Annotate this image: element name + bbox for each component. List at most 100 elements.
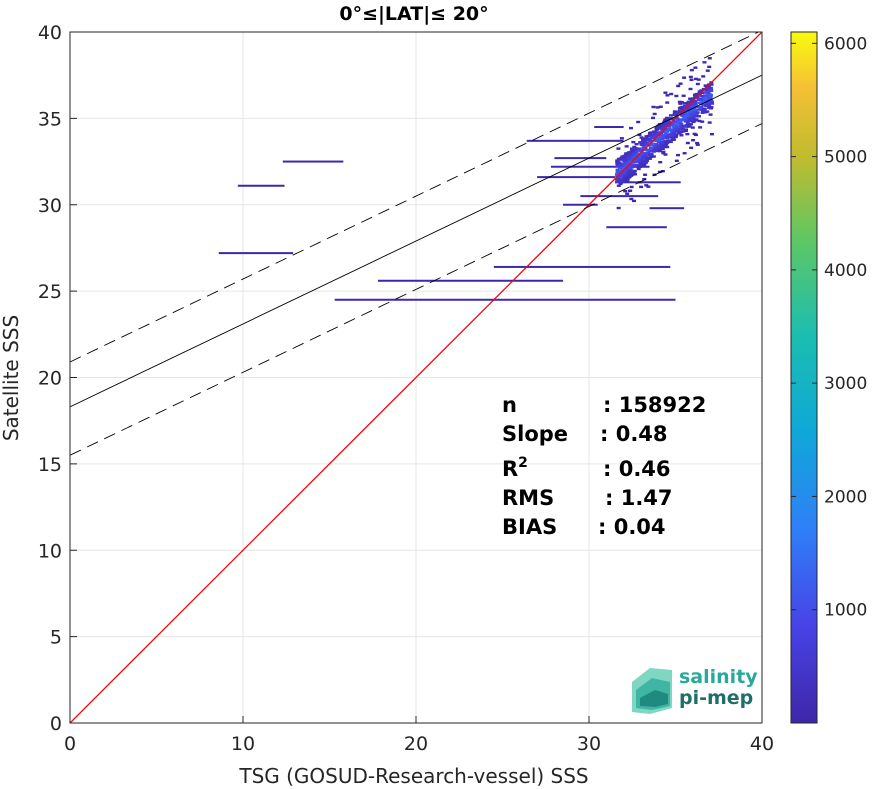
density-cell [639,136,644,139]
density-cell [701,87,706,91]
density-cell [679,114,684,117]
density-cell [620,155,625,158]
density-cell [701,103,706,107]
density-cell [688,118,693,122]
density-cell [615,177,620,181]
density-cell [643,173,648,176]
density-cell [651,155,656,158]
density-cell [689,117,694,120]
density-cell [627,176,632,179]
density-cell [695,82,700,86]
density-cell [707,57,712,60]
chart-title: 0°≤|LAT|≤ 20° [339,3,488,25]
density-cell [676,84,681,88]
density-cell [619,137,624,140]
density-cell [698,126,703,129]
density-cell [648,146,653,150]
density-cell [648,132,653,135]
colorbar-tick-label: 4000 [824,261,867,281]
density-cell [661,136,666,139]
density-cell [681,124,686,128]
colorbar-tick-label: 6000 [824,34,867,54]
fit-lines [70,32,762,723]
density-cell [645,137,650,140]
density-cell [625,157,630,161]
density-cell [624,145,629,148]
density-cell [665,135,670,139]
density-cell [699,95,704,98]
density-cell [696,98,701,102]
density-cell [692,93,697,97]
y-tick-label: 25 [38,281,62,303]
density-cell [653,139,658,142]
density-cell [681,94,686,97]
logo-text-salinity: salinity [679,666,758,688]
density-cell [695,143,700,146]
density-cell [646,134,651,138]
density-cell [703,110,708,114]
density-cell [638,155,643,158]
density-cell [695,141,700,145]
density-cell [657,136,662,139]
density-cell [689,68,694,72]
y-tick-label: 35 [38,108,62,130]
density-cell [642,160,647,163]
density-cell [655,106,660,109]
density-cell [679,109,684,112]
density-cell [660,126,665,130]
density-cell [692,132,697,136]
density-cell [667,125,672,128]
density-cell [620,157,625,161]
density-cell [623,163,628,166]
density-cell [700,100,705,103]
density-cell [626,159,631,163]
density-cell [615,162,620,165]
density-cell [672,110,677,113]
density-cell [655,132,660,136]
density-cell [623,161,628,165]
stat-value: : 0.04 [598,515,666,539]
density-cell [631,140,636,144]
density-cell [684,125,689,128]
density-cell [631,172,636,175]
y-tick-label: 10 [38,540,62,562]
density-cell [645,141,650,144]
density-cell [633,147,638,150]
density-cell [629,166,634,169]
density-cell [693,66,698,69]
density-segment [537,176,615,179]
density-cell [644,135,649,138]
density-cell [677,127,682,130]
density-cell [636,153,641,156]
density-cell [687,124,692,128]
density-cell [648,143,653,146]
density-segment [237,184,285,187]
density-cell [654,149,659,153]
density-cell [680,105,685,109]
density-cell [667,139,672,143]
density-cell [615,176,620,179]
density-cell [656,144,661,147]
density-cell [649,134,654,137]
density-segment [377,279,564,282]
density-cell [683,129,688,133]
density-cell [693,101,698,104]
density-cell [643,151,648,155]
density-cell [640,142,645,145]
density-cell [672,131,677,135]
density-cell [677,112,682,115]
density-cell [693,95,698,98]
density-cell [685,141,690,145]
density-cell [633,153,638,156]
density-cell [685,122,690,125]
density-cell [651,149,656,152]
colorbar-tick-label: 1000 [824,601,867,621]
density-cell [622,160,627,163]
density-cell [618,179,623,183]
density-cell [703,94,708,97]
density-cell [654,147,659,150]
density-cell [705,69,710,72]
colorbar-tick-label: 3000 [824,374,867,394]
density-cell [620,168,625,171]
